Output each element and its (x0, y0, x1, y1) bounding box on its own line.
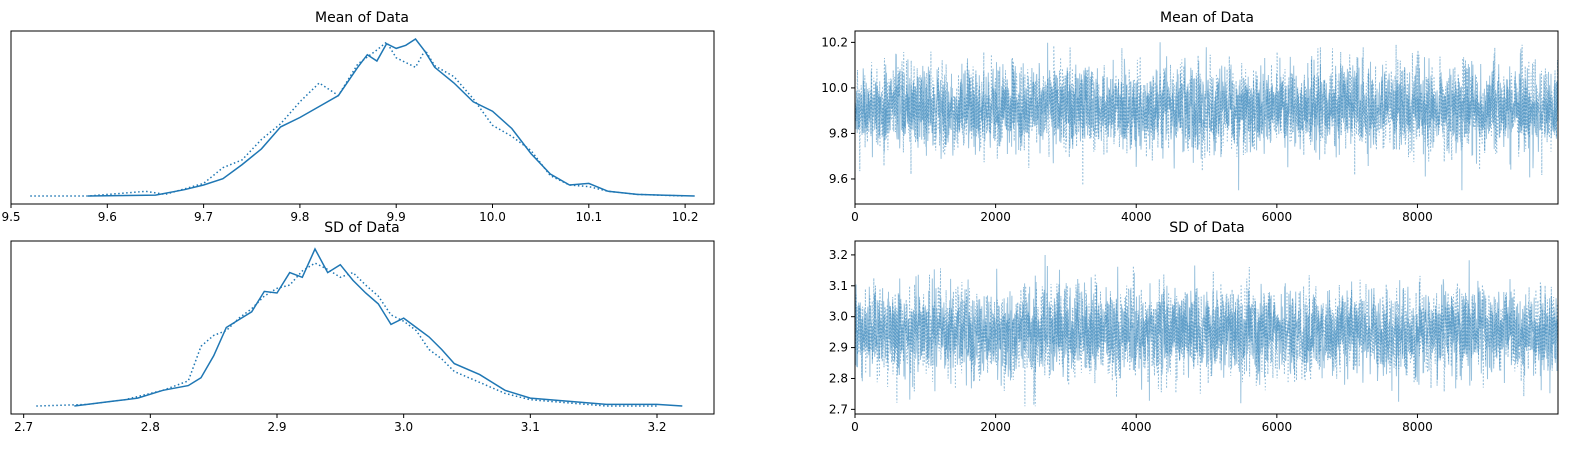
y-tick-label: 3.0 (829, 310, 848, 324)
x-tick-label: 10.2 (672, 210, 699, 224)
x-tick-label: 6000 (1262, 210, 1293, 224)
plot-area (855, 42, 1558, 191)
panel-title: Mean of Data (1160, 10, 1254, 26)
x-tick-label: 9.7 (194, 210, 213, 224)
plot-area (30, 37, 695, 197)
y-tick-label: 2.7 (829, 402, 848, 416)
y-tick-label: 9.6 (829, 172, 848, 186)
axes-frame (10, 240, 715, 415)
x-tick-label: 9.9 (387, 210, 406, 224)
trace-line-dotted (855, 265, 1558, 407)
x-tick-label: 2.8 (141, 420, 160, 434)
posterior-density-mean-panel: 9.5 9.6 9.7 9.8 9.9 10.0 10.1 10.2 Mean of Data (1, 10, 715, 224)
axes-frame (10, 30, 715, 205)
x-tick-label: 10.1 (575, 210, 602, 224)
panel-title: Mean of Data (315, 10, 409, 26)
x-tick-label: 8000 (1402, 420, 1433, 434)
posterior-density-sd-panel: 2.7 2.8 2.9 3.0 3.1 3.2 SD of Data (10, 220, 715, 434)
trace-mean-panel: 0 2000 4000 6000 8000 9.6 9.8 10.0 10.2 Mean of D… (821, 10, 1559, 224)
y-tick-label: 3.2 (829, 248, 848, 262)
density-line-solid (87, 37, 695, 197)
x-tick-label: 0 (851, 210, 859, 224)
x-tick-label: 2.7 (14, 420, 33, 434)
x-tick-label: 9.8 (290, 210, 309, 224)
x-tick-label: 10.0 (479, 210, 506, 224)
trace-sd-panel: 0 2000 4000 6000 8000 2.7 2.8 2.9 3.0 3.1 3.2 SD of… (829, 220, 1559, 434)
x-tick-label: 4000 (1121, 420, 1152, 434)
x-tick-label: 9.6 (98, 210, 117, 224)
plot-area (855, 254, 1558, 407)
density-line-dotted (36, 262, 657, 407)
y-tick-label: 10.2 (821, 35, 848, 49)
panel-title: SD of Data (324, 220, 400, 236)
y-tick-label: 2.9 (829, 341, 848, 355)
panel-title: SD of Data (1169, 220, 1245, 236)
x-tick-label: 3.2 (647, 420, 666, 434)
y-tick-label: 9.8 (829, 126, 848, 140)
plot-area (36, 247, 683, 407)
axes-frame (854, 30, 1559, 205)
trace-line-dotted (855, 44, 1558, 186)
x-tick-label: 2.9 (267, 420, 286, 434)
density-line-solid (74, 247, 683, 407)
y-tick-label: 3.1 (829, 279, 848, 293)
y-tick-label: 2.8 (829, 371, 848, 385)
x-tick-label: 4000 (1121, 210, 1152, 224)
density-line-dotted (30, 40, 686, 197)
x-tick-label: 2000 (980, 420, 1011, 434)
y-tick-label: 10.0 (821, 81, 848, 95)
x-tick-label: 3.0 (394, 420, 413, 434)
x-tick-label: 9.5 (1, 210, 20, 224)
x-tick-label: 3.1 (521, 420, 540, 434)
x-tick-label: 8000 (1402, 210, 1433, 224)
x-tick-label: 2000 (980, 210, 1011, 224)
axes-frame (854, 240, 1559, 415)
x-tick-label: 6000 (1262, 420, 1293, 434)
x-tick-label: 0 (851, 420, 859, 434)
